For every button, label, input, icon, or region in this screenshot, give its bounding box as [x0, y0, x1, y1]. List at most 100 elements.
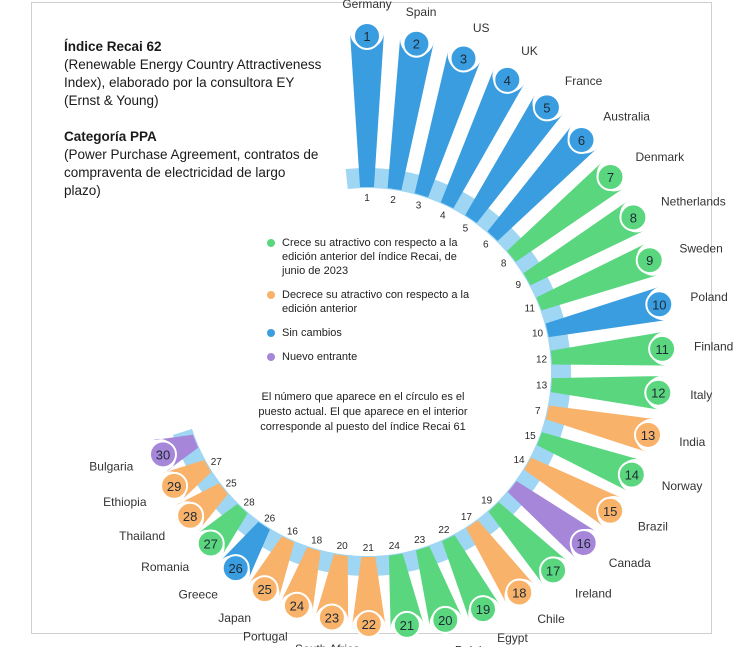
legend-label-down: Decrece su atractivo con respecto a la e… — [282, 289, 470, 315]
rank-label: 7 — [607, 170, 614, 185]
previous-rank-label: 12 — [536, 354, 548, 365]
previous-rank-label: 27 — [211, 457, 223, 468]
rank-label: 28 — [183, 509, 197, 524]
bar-italy — [551, 375, 664, 410]
rank-label: 13 — [641, 428, 655, 443]
rank-label: 26 — [228, 561, 242, 576]
country-label: Portugal — [243, 629, 288, 643]
rank-circle — [635, 246, 664, 275]
previous-rank-label: 16 — [287, 526, 299, 537]
rank-label: 2 — [413, 37, 420, 52]
previous-rank-label: 15 — [525, 431, 537, 442]
legend-dot-new — [267, 353, 275, 361]
country-label: Germany — [342, 0, 391, 11]
rank-circle — [634, 420, 662, 449]
rank-circle — [196, 529, 225, 558]
country-label: Ireland — [575, 587, 612, 601]
bar-portugal — [279, 547, 321, 615]
bar-uk — [440, 69, 525, 209]
rank-label: 9 — [646, 253, 653, 268]
rank-label: 27 — [203, 537, 217, 552]
previous-rank-label: 24 — [389, 541, 401, 552]
rank-label: 15 — [603, 504, 617, 519]
bar-bulgaria — [152, 434, 199, 472]
previous-rank-label: 20 — [337, 541, 349, 552]
country-label: Chile — [537, 612, 565, 626]
country-label: Greece — [179, 588, 219, 602]
previous-rank-label: 23 — [414, 535, 426, 546]
rank-label: 24 — [290, 599, 304, 614]
country-label: Australia — [603, 110, 650, 124]
bar-brazil — [524, 457, 623, 528]
rank-circle — [176, 501, 205, 530]
rank-circle — [493, 65, 522, 94]
rank-label: 18 — [512, 586, 526, 601]
bar-norway — [537, 432, 642, 492]
rank-label: 8 — [630, 210, 637, 225]
rank-circle — [645, 290, 674, 319]
previous-rank-label: 28 — [244, 497, 256, 508]
rank-label: 25 — [257, 582, 271, 597]
bar-ireland — [488, 502, 569, 585]
legend-label-new: Nuevo entrante — [282, 351, 358, 363]
rank-label: 6 — [578, 133, 585, 148]
bar-netherlands — [523, 200, 646, 286]
bar-france — [465, 94, 564, 223]
rank-label: 21 — [400, 618, 414, 633]
rank-label: 5 — [543, 100, 550, 115]
legend-dot-down — [267, 291, 275, 299]
country-label: Netherlands — [661, 194, 726, 208]
rank-label: 22 — [362, 617, 376, 632]
rank-circle — [596, 163, 625, 191]
bar-india — [546, 405, 656, 453]
bar-us — [414, 49, 481, 198]
legend-label-up: Crece su atractivo con respecto a la edi… — [282, 237, 458, 277]
country-label: Egypt — [497, 631, 528, 645]
country-label: Poland — [690, 290, 727, 304]
previous-rank-label: 10 — [532, 329, 544, 340]
rank-circle — [282, 591, 311, 620]
ppa-text: (Power Purchase Agreement, contratos de … — [64, 147, 319, 198]
bar-sweden — [536, 242, 660, 311]
country-label: Japan — [218, 611, 251, 625]
bar-finland — [550, 331, 668, 366]
legend-item-down: Decrece su atractivo con respecto a la e… — [262, 288, 472, 316]
bar-poland — [545, 286, 667, 338]
previous-rank-label: 5 — [463, 223, 469, 234]
bar-thailand — [176, 483, 228, 532]
legend: Crece su atractivo con respecto a la edi… — [262, 236, 472, 374]
rank-circle — [392, 610, 421, 639]
rank-label: 29 — [167, 479, 181, 494]
rank-label: 11 — [655, 342, 669, 357]
previous-rank-label: 21 — [363, 543, 375, 554]
rank-label: 4 — [504, 73, 511, 88]
previous-rank-label: 9 — [516, 280, 522, 291]
rank-circle — [449, 44, 478, 73]
rank-circle — [149, 440, 177, 469]
recai-title: Índice Recai 62 — [64, 39, 162, 54]
ppa-title: Categoría PPA — [64, 129, 157, 144]
country-label: Italy — [690, 388, 712, 402]
rank-circle — [569, 529, 598, 557]
bar-colombia — [351, 556, 386, 629]
previous-rank-label: 4 — [440, 210, 446, 221]
rank-label: 16 — [576, 536, 590, 551]
previous-rank-label: 19 — [481, 496, 493, 507]
previous-rank-label: 2 — [390, 195, 396, 206]
previous-rank-label: 11 — [525, 304, 536, 315]
legend-dot-same — [267, 329, 275, 337]
rank-label: 14 — [625, 468, 639, 483]
previous-rank-label: 18 — [311, 536, 323, 547]
rank-circle — [317, 603, 346, 632]
rank-circle — [596, 496, 625, 525]
rank-circle — [648, 334, 677, 363]
rank-circle — [539, 556, 568, 585]
previous-rank-label: 13 — [536, 380, 548, 391]
rank-label: 20 — [438, 613, 452, 628]
rank-circle — [160, 471, 189, 500]
rank-circle — [402, 29, 431, 58]
rank-circle — [354, 610, 383, 638]
rank-circle — [353, 22, 381, 50]
rank-label: 19 — [476, 602, 490, 617]
